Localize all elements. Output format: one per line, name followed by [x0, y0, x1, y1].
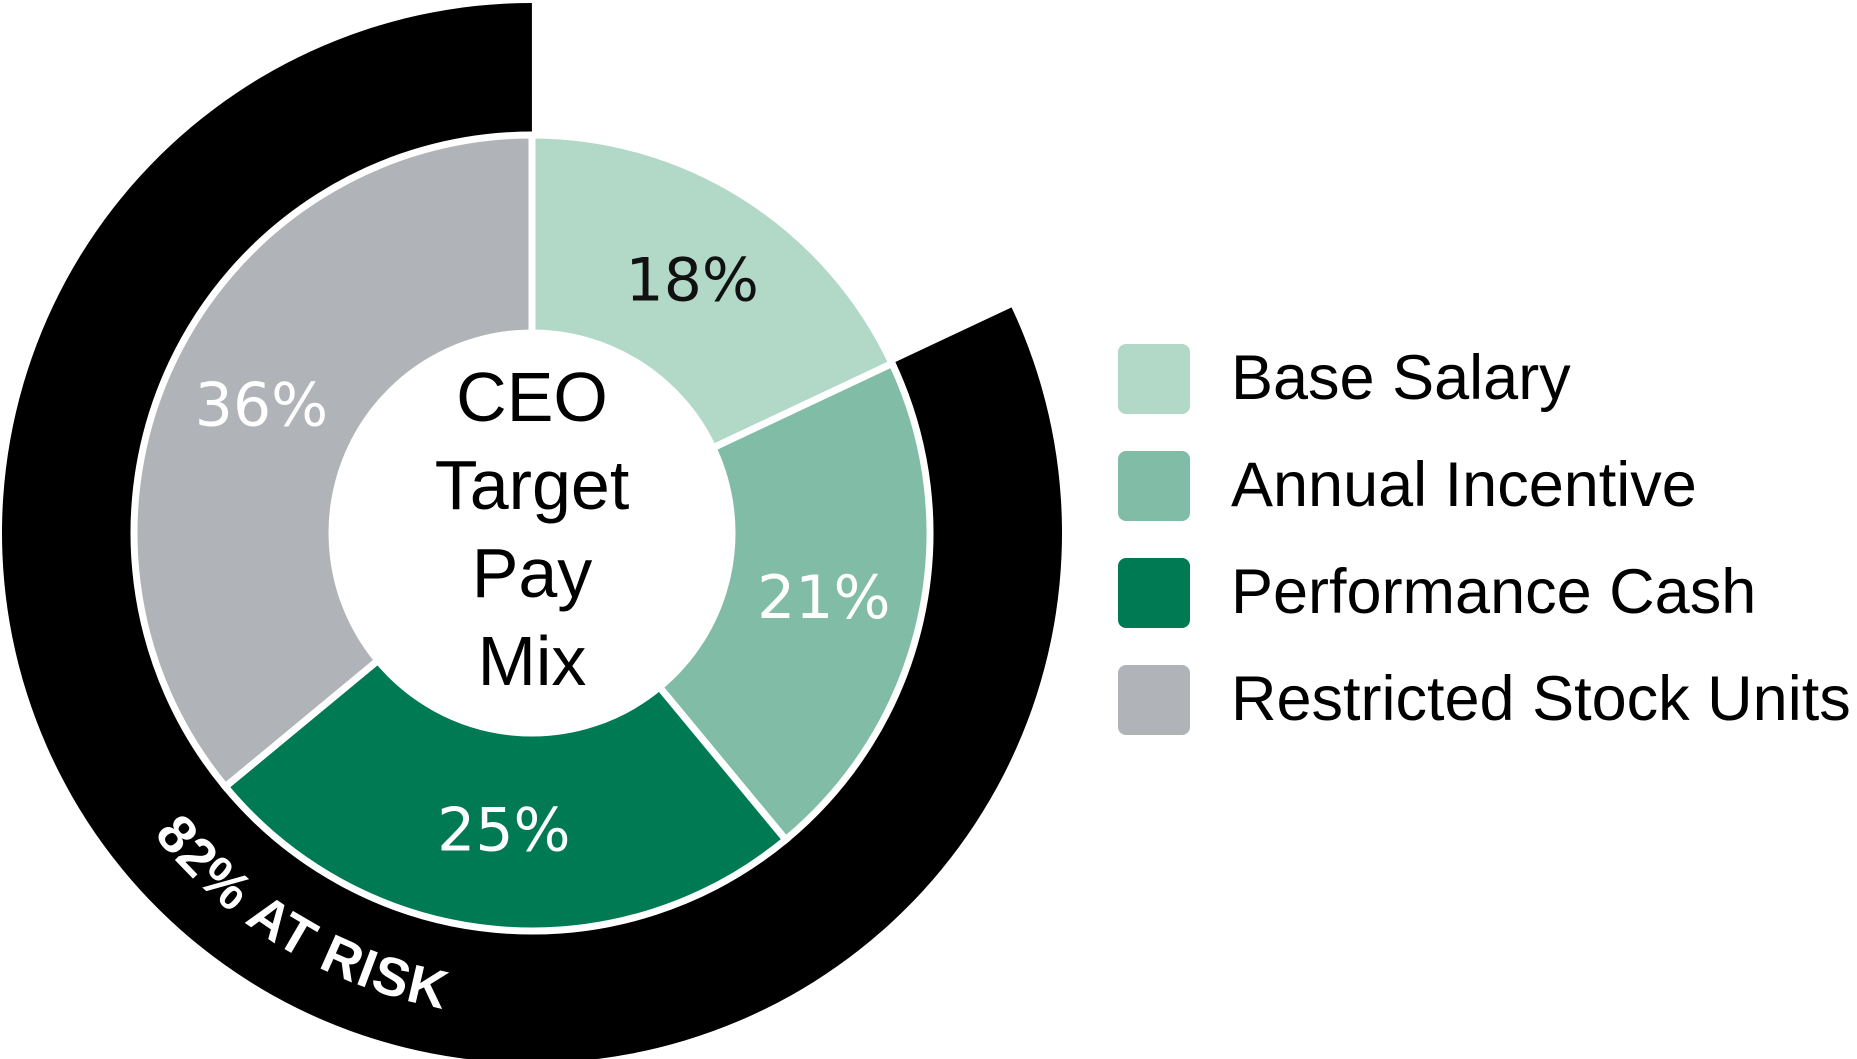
- legend-swatch-performance-cash: [1118, 558, 1190, 628]
- slice-annual-incentive: [654, 358, 934, 845]
- center-title-line-1: CEO: [456, 358, 608, 436]
- legend-label-performance-cash: Performance Cash: [1231, 557, 1757, 627]
- slice-label-base-salary: 18%: [626, 246, 759, 316]
- center-title-line-2: Target: [435, 446, 630, 524]
- center-title-line-4: Mix: [478, 622, 587, 700]
- legend-label-restricted-stock-units: Restricted Stock Units: [1231, 664, 1851, 734]
- legend-label-base-salary: Base Salary: [1231, 343, 1571, 413]
- slice-label-restricted-stock-units: 36%: [195, 371, 328, 441]
- legend-swatch-base-salary: [1118, 344, 1190, 414]
- center-title: CEO Target Pay Mix: [435, 358, 630, 700]
- legend-swatch-annual-incentive: [1118, 451, 1190, 521]
- slice-label-performance-cash: 25%: [437, 796, 570, 866]
- slice-label-annual-incentive: 21%: [757, 563, 890, 633]
- center-title-line-3: Pay: [472, 534, 593, 612]
- slice-labels: 18% 21% 25% 36%: [195, 246, 891, 866]
- legend-swatch-restricted-stock-units: [1118, 665, 1190, 735]
- slice-performance-cash: [220, 655, 791, 935]
- pay-mix-slices: [130, 131, 934, 935]
- legend-label-annual-incentive: Annual Incentive: [1231, 450, 1697, 520]
- slice-base-salary: [528, 131, 897, 453]
- slice-restricted-stock-units: [130, 131, 536, 792]
